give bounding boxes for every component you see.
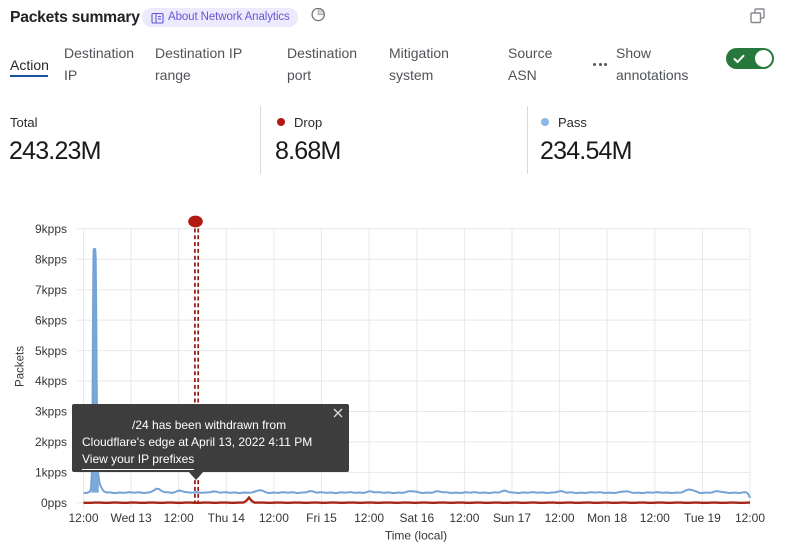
svg-text:12:00: 12:00 <box>259 511 289 525</box>
svg-text:12:00: 12:00 <box>164 511 194 525</box>
svg-text:1kpps: 1kpps <box>35 466 67 480</box>
svg-text:12:00: 12:00 <box>68 511 98 525</box>
svg-text:2kpps: 2kpps <box>35 435 67 449</box>
svg-text:Mon 18: Mon 18 <box>587 511 627 525</box>
svg-text:Wed 13: Wed 13 <box>111 511 152 525</box>
svg-text:Sat 16: Sat 16 <box>399 511 434 525</box>
svg-text:Time (local): Time (local) <box>385 529 447 543</box>
svg-text:0pps: 0pps <box>41 496 67 510</box>
svg-text:12:00: 12:00 <box>449 511 479 525</box>
svg-text:Fri 15: Fri 15 <box>306 511 337 525</box>
svg-text:Tue 19: Tue 19 <box>684 511 721 525</box>
svg-text:3kpps: 3kpps <box>35 405 67 419</box>
svg-text:7kpps: 7kpps <box>35 283 67 297</box>
svg-text:Thu 14: Thu 14 <box>208 511 246 525</box>
svg-text:Packets: Packets <box>15 346 27 387</box>
svg-text:4kpps: 4kpps <box>35 374 67 388</box>
svg-text:12:00: 12:00 <box>735 511 765 525</box>
svg-text:6kpps: 6kpps <box>35 313 67 327</box>
svg-text:Sun 17: Sun 17 <box>493 511 531 525</box>
svg-text:12:00: 12:00 <box>354 511 384 525</box>
svg-text:12:00: 12:00 <box>640 511 670 525</box>
svg-text:5kpps: 5kpps <box>35 344 67 358</box>
svg-text:12:00: 12:00 <box>545 511 575 525</box>
svg-text:9kpps: 9kpps <box>35 222 67 236</box>
svg-text:8kpps: 8kpps <box>35 252 67 266</box>
